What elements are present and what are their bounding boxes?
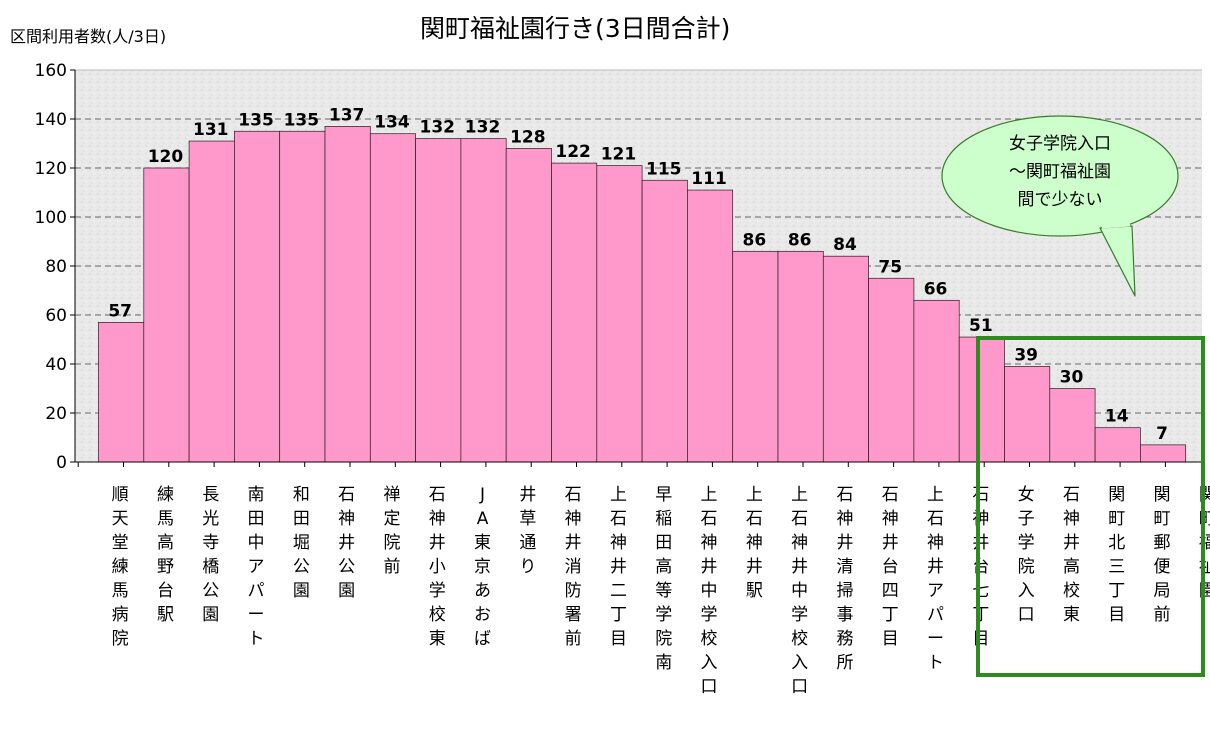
- bar: [1140, 444, 1187, 463]
- data-label: 128: [510, 127, 546, 147]
- highlight-box: [976, 336, 1205, 677]
- bar: [687, 189, 734, 463]
- bar: [641, 179, 688, 463]
- data-labels: 57 120 131 135 135 137 134 132 132 128 122 121 115 11…: [108, 105, 1168, 444]
- x-category-label: 女子学院入口: [1018, 485, 1035, 625]
- bar: [777, 250, 824, 463]
- y-tick-label: 20: [45, 404, 67, 424]
- x-category-label: 石神井小学校東: [429, 485, 446, 649]
- bar: [958, 336, 1005, 463]
- bar: [732, 250, 779, 463]
- bar: [551, 162, 598, 463]
- data-label: 134: [374, 113, 410, 133]
- data-label: 122: [555, 142, 591, 162]
- data-label: 75: [878, 257, 902, 277]
- y-tick-label: 120: [35, 159, 67, 179]
- x-category-label: 石神井清掃事務所: [836, 485, 853, 673]
- x-category-label: 石神井台七丁目: [972, 485, 989, 649]
- x-category-label: 禅定院前: [383, 485, 400, 577]
- data-label: 7: [1156, 424, 1168, 444]
- x-category-label: 石神井消防署前: [565, 485, 582, 649]
- x-category-label: 石神井高校東: [1063, 485, 1080, 625]
- bar: [460, 138, 507, 463]
- bar: [1049, 388, 1096, 463]
- y-axis-ticks: 0 20 40 60 80 100 120 140 160: [35, 61, 75, 473]
- x-category-label: 上石神井二丁目: [610, 485, 627, 649]
- bar: [1094, 427, 1141, 463]
- x-axis-ticks: [77, 462, 1166, 467]
- bar: [324, 125, 371, 463]
- bar: [415, 138, 462, 463]
- x-category-label: 関町郵便局前: [1154, 485, 1171, 625]
- y-tick-label: 40: [45, 355, 67, 375]
- data-label: 132: [420, 118, 456, 138]
- data-label: 135: [284, 110, 320, 130]
- data-label: 57: [108, 301, 132, 321]
- y-axis-label: 区間利用者数(人/3日): [10, 27, 166, 46]
- x-category-label: 長光寺橋公園: [202, 485, 219, 625]
- bar: [822, 255, 869, 463]
- bar: [188, 140, 235, 463]
- y-tick-label: 0: [56, 453, 67, 473]
- x-category-label: 練馬高野台駅: [157, 485, 174, 625]
- data-label: 111: [691, 169, 727, 189]
- data-label: 137: [329, 105, 365, 125]
- data-label: 84: [833, 235, 857, 255]
- x-category-label: 和田堀公園: [293, 485, 310, 601]
- bar: [1004, 366, 1051, 463]
- x-category-label: 関町北三丁目: [1108, 485, 1125, 625]
- callout-text: 女子学院入口〜関町福祉園間で少ない: [1009, 134, 1111, 210]
- x-category-label: 早稲田高等学院南: [655, 485, 672, 673]
- data-label: 120: [148, 147, 184, 167]
- bar: [868, 277, 915, 463]
- data-label: 39: [1014, 345, 1038, 365]
- data-label: 131: [193, 120, 229, 140]
- y-tick-label: 140: [35, 110, 67, 130]
- bar: [234, 130, 281, 463]
- y-tick-label: 80: [45, 257, 67, 277]
- data-label: 132: [465, 118, 501, 138]
- bar: [596, 165, 643, 463]
- x-category-label: 上石神井アパート: [927, 485, 944, 673]
- x-category-label: 井草通り: [519, 485, 536, 577]
- x-category-label: 南田中アパート: [248, 485, 265, 649]
- x-category-label: J A 東京あおば: [474, 485, 491, 649]
- data-label: 135: [238, 110, 274, 130]
- data-label: 86: [743, 230, 767, 250]
- chart-title: 関町福祉園行き(3日間合計): [420, 14, 730, 43]
- bar: [143, 167, 190, 463]
- x-category-label: 上石神井中学校入口: [791, 485, 808, 697]
- bar: [913, 299, 960, 463]
- bar: [505, 148, 552, 463]
- x-category-label: 順天堂練馬病院: [112, 485, 129, 649]
- bar: [369, 133, 416, 463]
- data-label: 115: [646, 159, 682, 179]
- data-label: 30: [1060, 368, 1084, 388]
- data-label: 51: [969, 316, 993, 336]
- x-axis-categories: 順天堂練馬病院 練馬高野台駅 長光寺橋公園 南田中アパート 和田堀公園 石神井公園 禅定院前…: [112, 485, 1210, 697]
- y-tick-label: 60: [45, 306, 67, 326]
- x-category-label: 石神井台四丁目: [882, 485, 899, 649]
- callout-bubble: 女子学院入口〜関町福祉園間で少ない: [941, 115, 1179, 297]
- bar: [279, 130, 326, 463]
- bar: [98, 322, 145, 463]
- x-category-label: 石神井公園: [338, 485, 355, 601]
- data-label: 121: [601, 145, 637, 165]
- y-tick-label: 100: [35, 208, 67, 228]
- bars: [98, 125, 1187, 463]
- y-tick-label: 160: [35, 61, 67, 81]
- x-category-label: 上石神井中学校入口: [701, 485, 718, 697]
- data-label: 86: [788, 230, 812, 250]
- data-label: 66: [924, 279, 948, 299]
- data-label: 14: [1105, 407, 1129, 427]
- x-category-label: 上石神井駅: [746, 485, 763, 601]
